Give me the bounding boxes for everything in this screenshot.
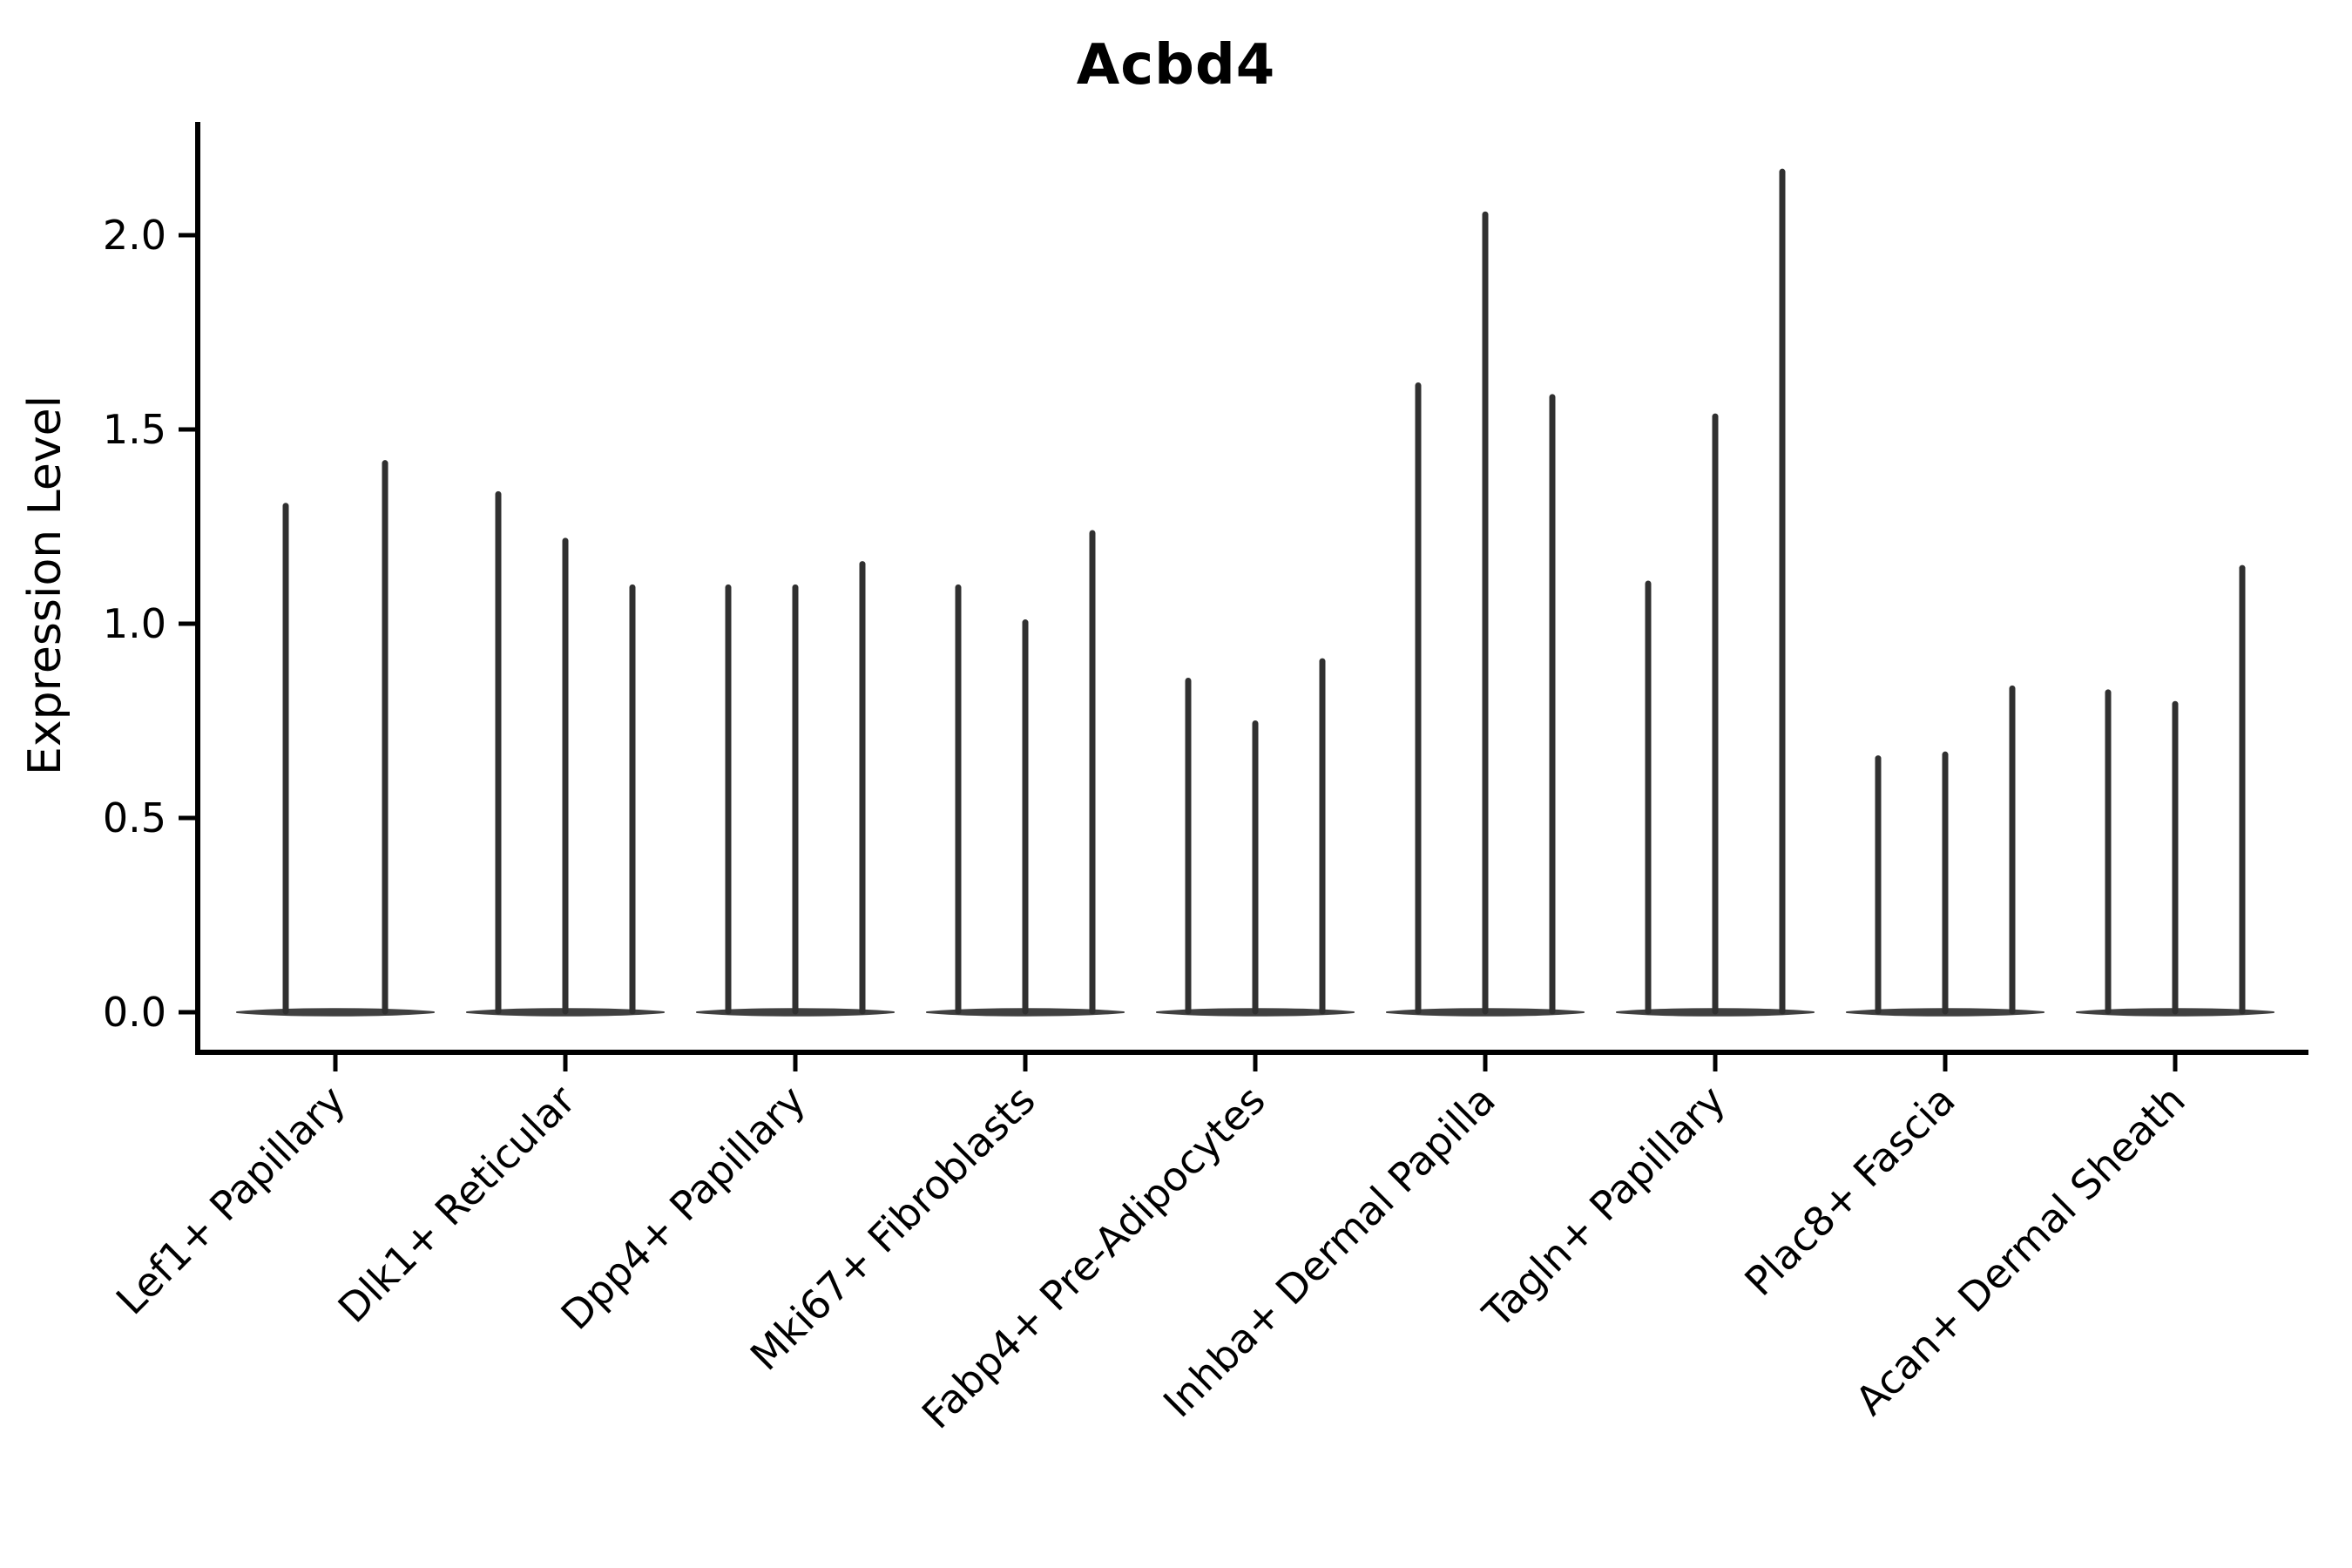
y-ticks: 0.0 0.5 1.0 1.5 2.0 bbox=[103, 212, 198, 1036]
violin-group bbox=[466, 490, 665, 1017]
x-category-label: Lef1+ Papillary bbox=[107, 1077, 355, 1324]
y-tick-label: 0.0 bbox=[103, 989, 166, 1036]
violin-group bbox=[1386, 211, 1585, 1017]
violin-base bbox=[236, 1008, 435, 1017]
violin-group bbox=[236, 460, 435, 1017]
axes bbox=[195, 122, 2308, 1055]
violin-group bbox=[696, 561, 895, 1017]
violin-group bbox=[1156, 658, 1355, 1017]
y-tick-label: 1.5 bbox=[103, 406, 166, 453]
violin-group bbox=[2076, 564, 2274, 1017]
violin-group bbox=[1616, 168, 1815, 1017]
x-category-label: Dpp4+ Papillary bbox=[552, 1077, 814, 1339]
x-category-label: Tagln+ Papillary bbox=[1473, 1077, 1734, 1338]
violin-group bbox=[926, 530, 1125, 1017]
violins bbox=[236, 168, 2274, 1017]
x-category-label: Plac8+ Fascia bbox=[1735, 1077, 1963, 1305]
violin-group bbox=[1846, 685, 2044, 1017]
y-tick-label: 1.0 bbox=[103, 600, 166, 647]
x-category-label: Dlk1+ Reticular bbox=[329, 1077, 585, 1332]
y-tick-label: 0.5 bbox=[103, 794, 166, 841]
y-tick-label: 2.0 bbox=[103, 212, 166, 259]
chart-title: Acbd4 bbox=[1076, 33, 1276, 98]
